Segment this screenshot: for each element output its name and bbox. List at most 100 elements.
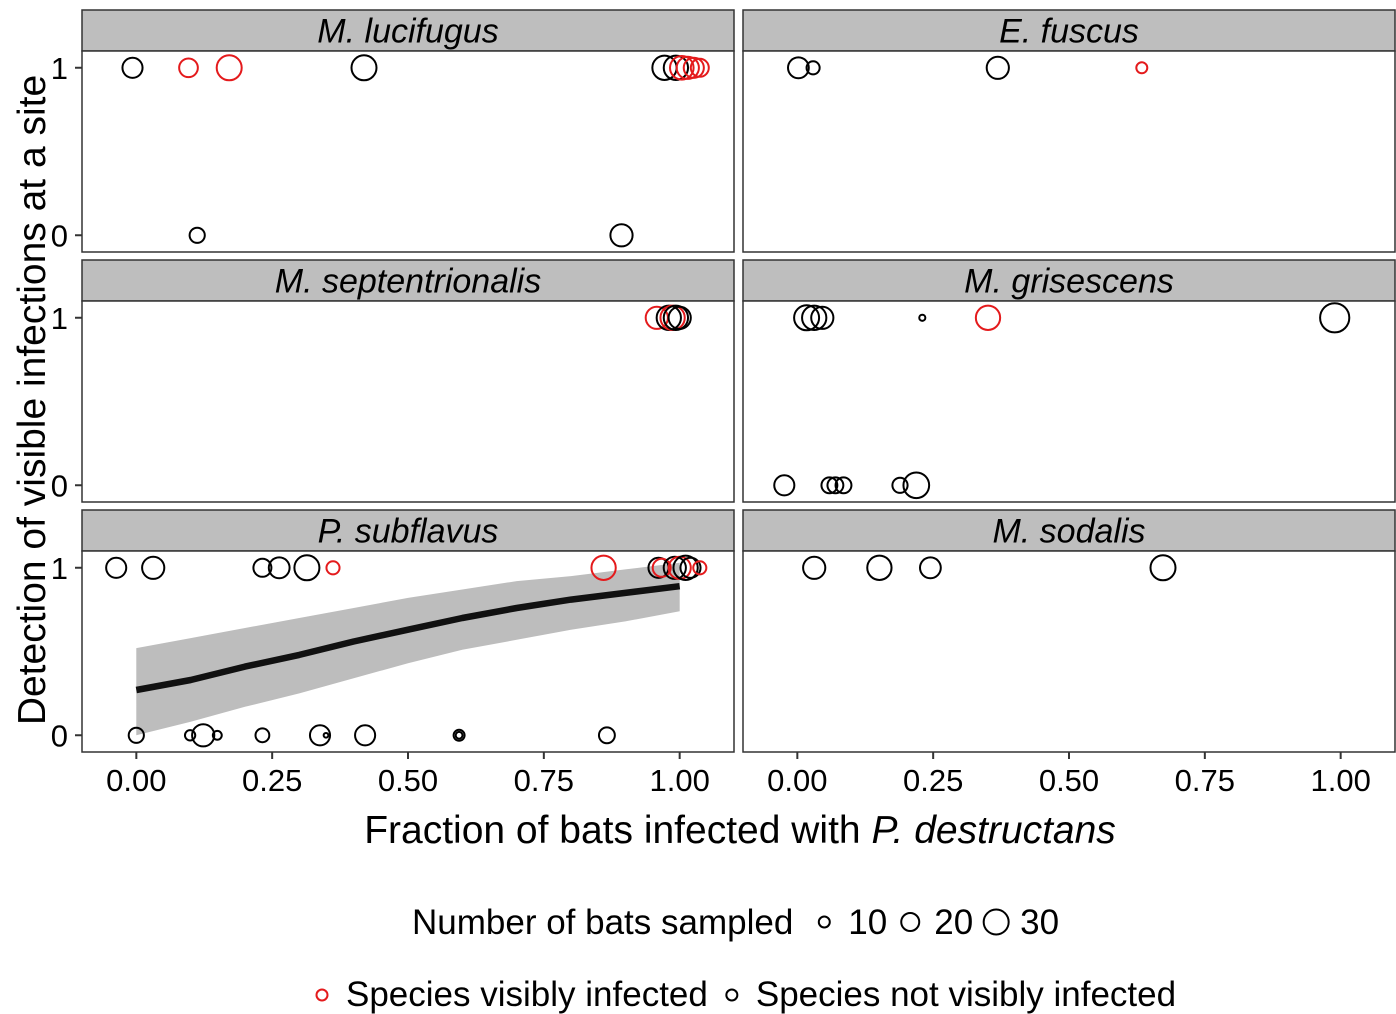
data-point-not-visibly-infected [773,474,796,497]
data-points [644,304,692,331]
size-legend-key [900,912,921,932]
color-legend-label: Species not visibly infected [756,975,1176,1014]
data-point-visibly-infected [682,56,705,79]
data-points [787,55,1149,80]
data-point-visibly-infected [651,557,672,578]
color-legend-key [315,988,329,1002]
facet-panel-m-sodalis: M. sodalis 0.00 0.25 0.50 0.75 1.00 [742,509,1396,798]
y-tick-label: 1 [51,301,68,336]
data-point-not-visibly-infected [141,555,166,580]
data-point-not-visibly-infected [1319,302,1351,334]
data-point-not-visibly-infected [985,55,1010,80]
data-point-not-visibly-infected [662,54,690,81]
data-point-not-visibly-infected [191,723,216,748]
data-point-not-visibly-infected [801,304,828,331]
data-point-not-visibly-infected [188,226,206,244]
size-legend-key [982,908,1010,936]
data-point-visibly-infected [178,57,199,79]
facet-panel-m-grisescens: M. grisescens [742,259,1396,503]
data-point-not-visibly-infected [183,729,197,742]
facet-title: M. grisescens [964,263,1174,301]
x-axis-title: Fraction of bats infected with P. destruc… [364,809,1116,852]
data-point-visibly-infected [590,554,617,581]
data-point-not-visibly-infected [810,305,835,330]
data-point-not-visibly-infected [293,554,321,582]
size-legend-label: 20 [934,903,973,942]
data-point-not-visibly-infected [354,724,377,747]
facet-strip [81,509,735,552]
x-tick-label: 0.25 [903,763,963,798]
data-point-not-visibly-infected [452,728,466,742]
x-tick-label: 0.75 [514,763,574,798]
facet-panel-e-fuscus: E. fuscus [742,9,1396,253]
data-point-not-visibly-infected [919,556,942,580]
data-point-not-visibly-infected [1149,554,1177,582]
data-point-not-visibly-infected [609,223,634,248]
fitted-line [135,582,681,694]
data-point-not-visibly-infected [787,56,810,80]
size-legend-key [817,915,831,929]
data-point-not-visibly-infected [679,556,702,579]
data-point-not-visibly-infected [254,727,271,744]
y-tick-label: 1 [51,551,68,586]
data-point-visibly-infected [669,55,695,81]
data-point-not-visibly-infected [902,471,931,500]
panel-border [742,50,1396,253]
facet-panel-p-subflavus: P. subflavus 0 1 0.00 0.25 0.50 0.75 1.00 [51,509,735,798]
x-tick-label: 0.75 [1175,763,1235,798]
facet-panels: M. lucifugus 0 1 E. fuscus M. septentrionali… [51,9,1396,798]
panel-border [81,50,735,253]
data-points [105,554,708,748]
data-point-visibly-infected [215,54,243,82]
facet-panel-m-septentrionalis: M. septentrionalis 0 1 [51,259,735,503]
data-point-not-visibly-infected [866,554,893,581]
panel-border [742,300,1396,503]
data-point-not-visibly-infected [667,305,692,330]
data-point-not-visibly-infected [793,304,821,332]
x-tick-label: 1.00 [649,763,709,798]
size-legend: Number of bats sampled 10 20 30 [412,903,1059,942]
facet-title: M. lucifugus [317,13,498,51]
x-tick-label: 0.25 [242,763,302,798]
size-legend-label: 10 [848,903,887,942]
facet-strip [742,509,1396,552]
color-legend-key [725,988,739,1002]
data-point-not-visibly-infected [127,726,145,744]
x-tick-label: 0.50 [378,763,438,798]
facet-strip [81,9,735,52]
size-legend-keys: 10 20 30 [817,903,1059,942]
x-tick-label: 0.00 [106,763,166,798]
data-point-not-visibly-infected [121,56,144,79]
data-point-visibly-infected [675,55,700,80]
color-legend: Species visibly infected Species not visi… [315,975,1176,1014]
data-points [773,302,1351,500]
data-point-not-visibly-infected [252,557,273,578]
data-point-visibly-infected [689,57,710,78]
data-point-not-visibly-infected [662,304,690,331]
data-point-visibly-infected [1135,61,1149,75]
data-point-visibly-infected [974,304,1002,331]
data-point-not-visibly-infected [672,554,699,581]
data-point-visibly-infected [692,560,708,576]
panel-background [82,51,734,252]
data-point-not-visibly-infected [826,476,845,495]
data-point-not-visibly-infected [805,60,821,76]
y-tick-label: 0 [51,468,68,503]
x-tick-label: 0.50 [1039,763,1099,798]
panel-background [743,301,1395,502]
x-axis-title-species: P. destructans [872,809,1116,852]
x-tick-label: 0.00 [767,763,827,798]
data-points [802,554,1177,582]
facet-strip [742,9,1396,52]
data-point-not-visibly-infected [211,729,223,741]
data-point-not-visibly-infected [891,476,909,494]
x-tick-label: 1.00 [1310,763,1370,798]
data-point-visibly-infected [325,560,341,576]
facet-title: M. sodalis [992,513,1145,551]
data-point-not-visibly-infected [820,476,839,495]
data-point-not-visibly-infected [267,556,291,580]
data-points [121,54,710,248]
y-tick-label: 0 [51,218,68,253]
color-legend-label: Species visibly infected [346,975,708,1014]
